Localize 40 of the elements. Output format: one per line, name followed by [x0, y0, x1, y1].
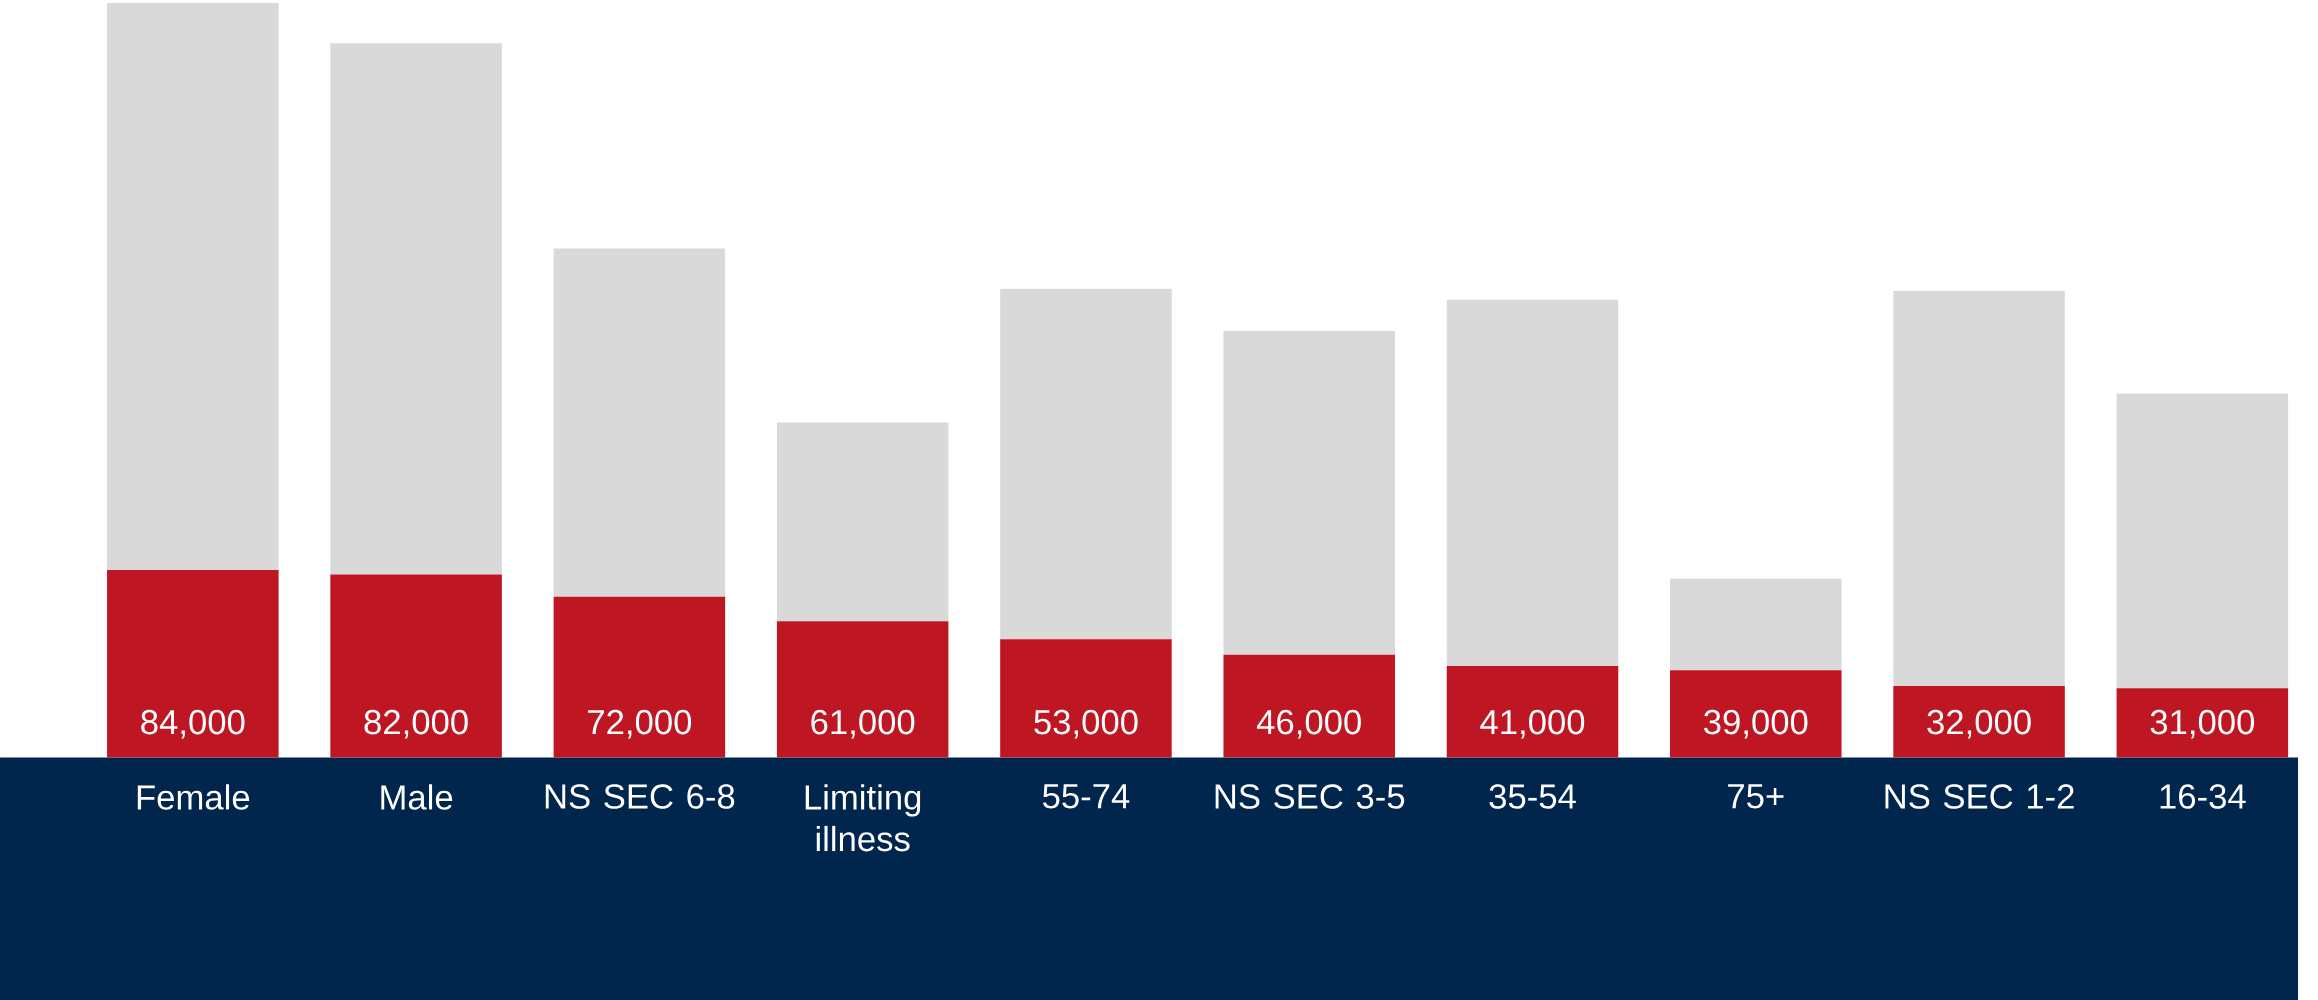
bar — [1000, 288, 1172, 639]
bar — [1670, 578, 1842, 671]
data-label: 31,000 — [2150, 709, 2255, 739]
bar — [1446, 299, 1619, 666]
x-tick-label: NS SEC 1-2 — [1885, 784, 2074, 809]
bar — [330, 43, 502, 575]
data-label: 84,000 — [141, 709, 245, 739]
x-tick-label: 55-74 — [1042, 784, 1130, 809]
bar — [2116, 688, 2289, 758]
data-label: 61,000 — [811, 709, 915, 739]
x-tick-label: 35-54 — [1489, 784, 1576, 809]
x-tick-label: Male — [381, 784, 453, 810]
bar — [1223, 330, 1395, 655]
data-label: 39,000 — [1704, 709, 1808, 739]
x-tick-label: 75+ — [1728, 784, 1784, 809]
bar — [1000, 638, 1172, 758]
x-tick-label: 16-34 — [2160, 784, 2246, 809]
bar — [1446, 665, 1619, 758]
bar — [107, 2, 279, 570]
bar — [776, 621, 949, 758]
bar — [1223, 654, 1395, 758]
x-tick-label: Female — [137, 784, 250, 810]
bar — [330, 574, 502, 758]
data-label: 46,000 — [1256, 709, 1361, 739]
bar — [107, 569, 279, 758]
bar — [2116, 393, 2289, 689]
x-tick-label: NS SEC 6-8 — [545, 784, 735, 809]
bar — [776, 422, 949, 622]
bar — [1893, 685, 2065, 758]
data-label: 82,000 — [364, 709, 468, 739]
bar — [1893, 290, 2065, 686]
data-label: 32,000 — [1927, 709, 2031, 739]
data-label: 41,000 — [1480, 709, 1585, 739]
bar — [553, 596, 726, 758]
bar — [1670, 670, 1842, 758]
x-tick-label: NS SEC 3-5 — [1215, 784, 1405, 809]
data-label: 53,000 — [1034, 709, 1138, 739]
x-tick-label: Limiting illness — [805, 784, 921, 852]
data-label: 72,000 — [588, 709, 692, 739]
bar — [553, 248, 726, 597]
